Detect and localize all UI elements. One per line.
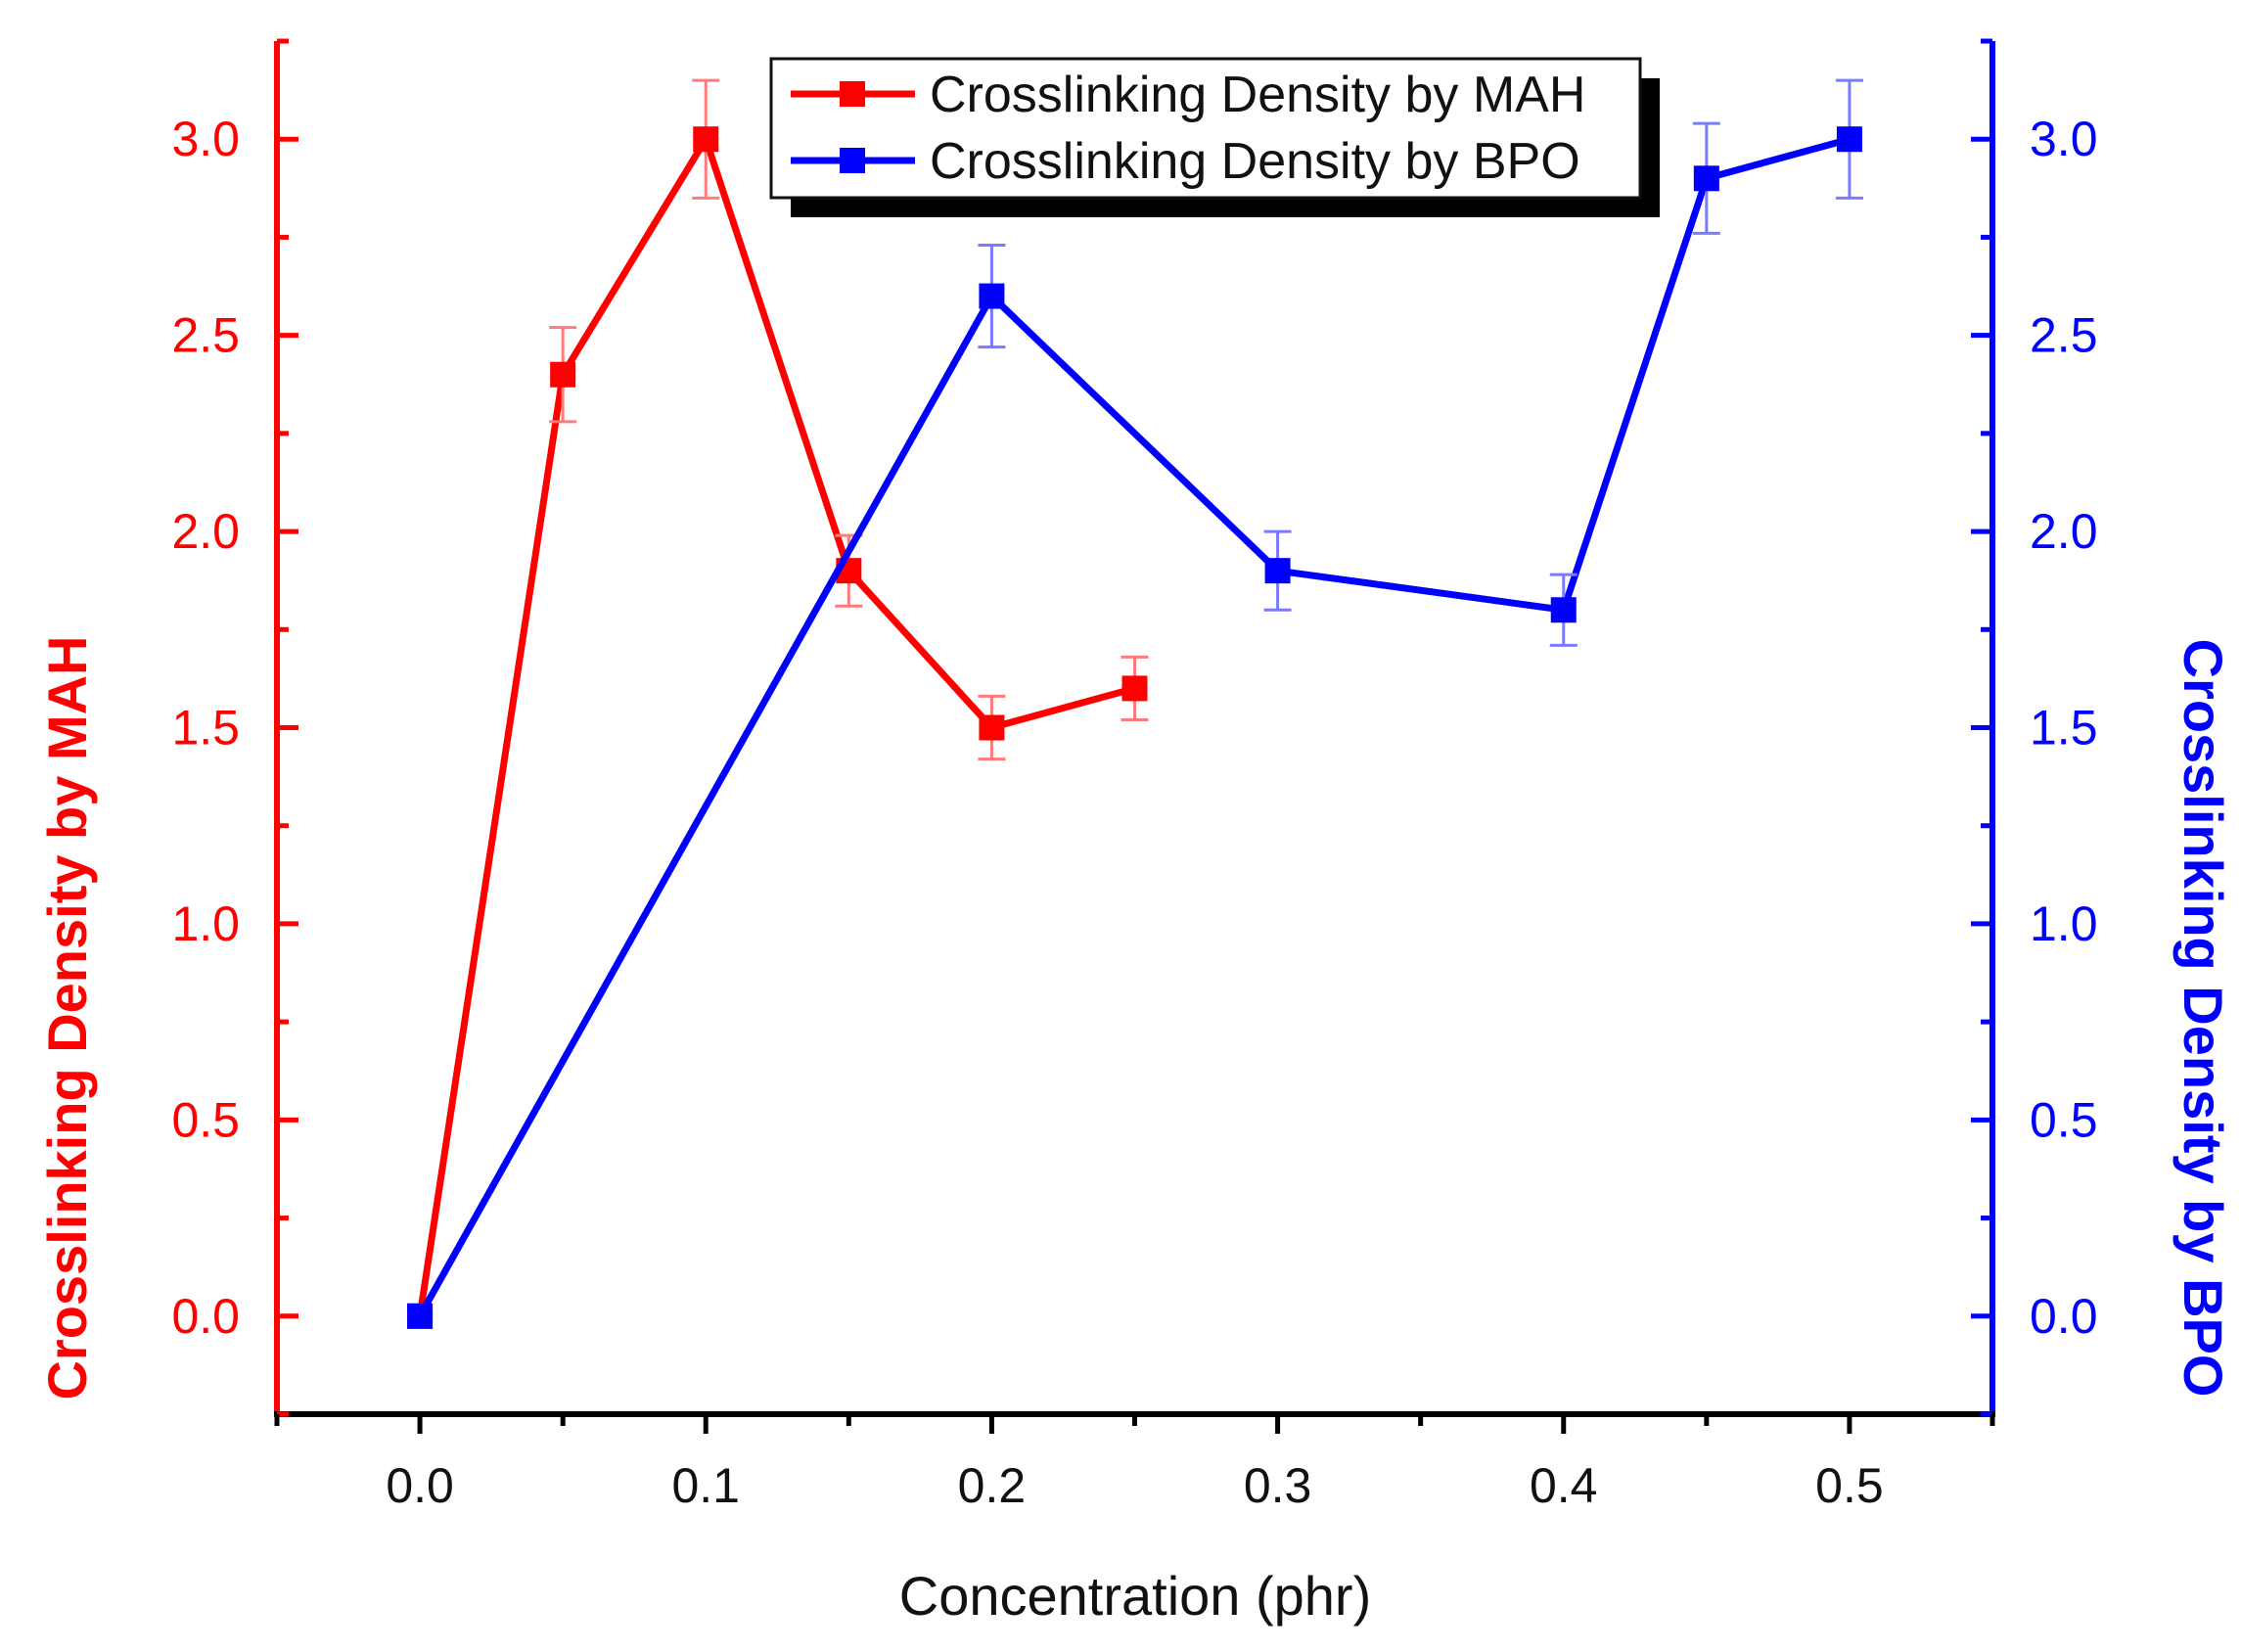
data-point xyxy=(1264,558,1291,584)
x-tick-label: 0.4 xyxy=(1530,1458,1598,1513)
left-y-tick-label: 3.0 xyxy=(171,112,240,166)
series-mah xyxy=(407,78,1149,1329)
left-y-tick-label: 2.0 xyxy=(171,504,240,559)
legend-box xyxy=(769,57,1642,200)
data-point xyxy=(1121,675,1148,702)
legend-label-bpo: Crosslinking Density by BPO xyxy=(930,133,1580,190)
legend: Crosslinking Density by MAH Crosslinking… xyxy=(769,57,1660,217)
right-y-tick-label: 3.0 xyxy=(2030,112,2098,166)
legend-label-mah: Crosslinking Density by MAH xyxy=(930,67,1585,123)
x-tick-label: 0.1 xyxy=(671,1458,740,1513)
x-tick-label: 0.3 xyxy=(1244,1458,1312,1513)
left-y-tick-label: 1.0 xyxy=(171,896,240,951)
legend-entry-bpo: Crosslinking Density by BPO xyxy=(791,133,1580,190)
right-y-tick-label: 1.5 xyxy=(2030,701,2098,756)
x-tick-label: 0.2 xyxy=(958,1458,1027,1513)
plot-area: 0.0 0.0 0.5 0.5 1.0 1.0 1.5 1.5 2.0 2.0 2.5 2.5 3.0 3… xyxy=(171,38,2098,1513)
data-point xyxy=(1836,126,1862,153)
left-y-axis-title: Crosslinking Density by MAH xyxy=(36,635,98,1400)
data-point xyxy=(1693,165,1719,192)
data-point xyxy=(407,1303,434,1329)
x-axis-title: Concentration (phr) xyxy=(899,1565,1371,1627)
right-y-tick-label: 2.5 xyxy=(2030,308,2098,363)
legend-entry-mah: Crosslinking Density by MAH xyxy=(791,67,1585,123)
series-bpo xyxy=(407,78,1863,1329)
legend-marker-bpo xyxy=(840,148,865,173)
left-y-tick-label: 1.5 xyxy=(171,701,240,756)
left-y-tick-label: 0.5 xyxy=(171,1092,240,1147)
data-point xyxy=(693,126,719,153)
right-y-tick-label: 2.0 xyxy=(2030,504,2098,559)
right-y-tick-label: 0.0 xyxy=(2030,1289,2098,1344)
series-line xyxy=(416,130,1136,1317)
right-y-axis-title: Crosslinking Density by BPO xyxy=(2172,639,2234,1398)
left-y-tick-label: 0.0 xyxy=(171,1289,240,1344)
legend-marker-mah xyxy=(840,81,865,107)
data-point xyxy=(979,283,1005,309)
right-y-tick-label: 0.5 xyxy=(2030,1092,2098,1147)
data-point xyxy=(1550,597,1577,623)
right-y-tick-label: 1.0 xyxy=(2030,896,2098,951)
x-tick-label: 0.0 xyxy=(386,1458,454,1513)
x-tick-label: 0.5 xyxy=(1815,1458,1884,1513)
series-line xyxy=(417,135,1851,1318)
data-point xyxy=(979,714,1005,741)
data-point xyxy=(550,361,576,388)
left-y-tick-label: 2.5 xyxy=(171,308,240,363)
